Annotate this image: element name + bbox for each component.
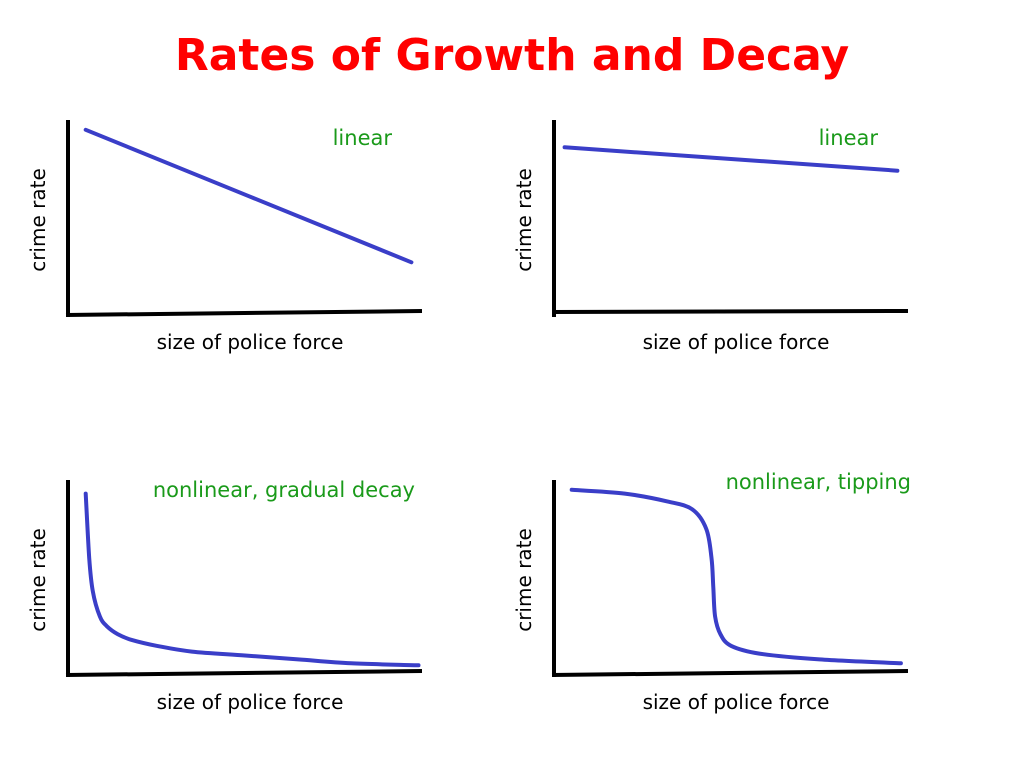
chart-plot-area — [65, 120, 423, 317]
x-axis — [551, 309, 909, 314]
x-axis-label: size of police force — [156, 330, 344, 354]
x-axis-label: size of police force — [642, 690, 830, 714]
y-axis-label: crime rate — [512, 528, 536, 632]
chart-panel-3: crime rate size of police force nonlinear,… — [20, 470, 423, 730]
curve-annotation: nonlinear, tipping — [725, 470, 911, 494]
series-line-0 — [83, 127, 414, 265]
curve-annotation: nonlinear, gradual decay — [152, 478, 415, 502]
chart-panel-1: crime rate size of police force linear — [20, 110, 423, 370]
x-axis — [551, 669, 909, 677]
curve-annotation: linear — [818, 126, 878, 150]
x-axis — [65, 309, 423, 317]
y-axis-label: crime rate — [512, 168, 536, 272]
chart-plot-area — [551, 480, 909, 677]
series-line-0 — [562, 145, 900, 173]
chart-plot-area — [551, 120, 909, 317]
x-axis — [65, 669, 423, 677]
x-axis-label: size of police force — [156, 690, 344, 714]
chart-panel-2: crime rate size of police force linear — [506, 110, 909, 370]
series-line-0 — [83, 491, 421, 668]
series-line-0 — [569, 487, 903, 666]
chart-plot-area — [65, 480, 423, 677]
x-axis-label: size of police force — [642, 330, 830, 354]
curve-annotation: linear — [332, 126, 392, 150]
y-axis-label: crime rate — [26, 528, 50, 632]
y-axis-label: crime rate — [26, 168, 50, 272]
slide-title: Rates of Growth and Decay — [174, 30, 850, 81]
chart-panel-4: crime rate size of police force nonlinear,… — [506, 470, 911, 730]
